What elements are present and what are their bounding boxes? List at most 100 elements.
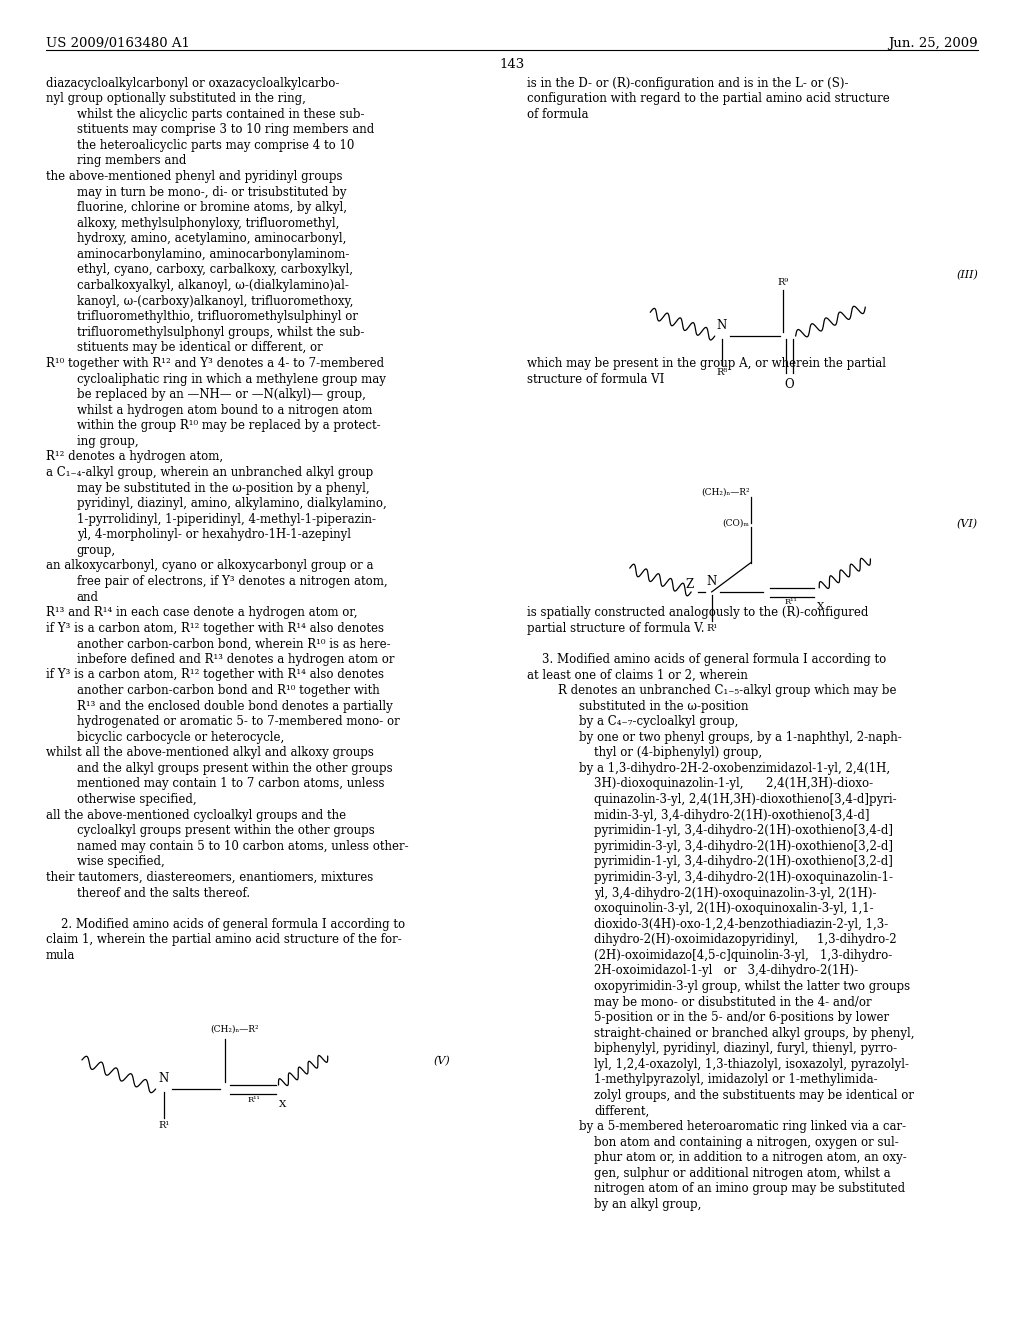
Text: may in turn be mono-, di- or trisubstituted by: may in turn be mono-, di- or trisubstitu… — [77, 186, 346, 198]
Text: thereof and the salts thereof.: thereof and the salts thereof. — [77, 887, 250, 899]
Text: dihydro-2(H)-oxoimidazopyridinyl,     1,3-dihydro-2: dihydro-2(H)-oxoimidazopyridinyl, 1,3-di… — [594, 933, 897, 946]
Text: by a C₄₋₇-cycloalkyl group,: by a C₄₋₇-cycloalkyl group, — [579, 715, 738, 729]
Text: bon atom and containing a nitrogen, oxygen or sul-: bon atom and containing a nitrogen, oxyg… — [594, 1135, 899, 1148]
Text: carbalkoxyalkyl, alkanoyl, ω-(dialkylamino)al-: carbalkoxyalkyl, alkanoyl, ω-(dialkylami… — [77, 279, 349, 292]
Text: an alkoxycarbonyl, cyano or alkoxycarbonyl group or a: an alkoxycarbonyl, cyano or alkoxycarbon… — [46, 560, 374, 573]
Text: partial structure of formula V.: partial structure of formula V. — [527, 622, 705, 635]
Text: R¹³ and the enclosed double bond denotes a partially: R¹³ and the enclosed double bond denotes… — [77, 700, 392, 713]
Text: 1-methylpyrazolyl, imidazolyl or 1-methylimida-: 1-methylpyrazolyl, imidazolyl or 1-methy… — [594, 1073, 878, 1086]
Text: R¹: R¹ — [159, 1121, 169, 1130]
Text: which may be present in the group A, or wherein the partial: which may be present in the group A, or … — [527, 356, 887, 370]
Text: hydroxy, amino, acetylamino, aminocarbonyl,: hydroxy, amino, acetylamino, aminocarbon… — [77, 232, 346, 246]
Text: trifluoromethylthio, trifluoromethylsulphinyl or: trifluoromethylthio, trifluoromethylsulp… — [77, 310, 357, 323]
Text: R¹¹: R¹¹ — [248, 1096, 260, 1104]
Text: (CO)ₘ: (CO)ₘ — [722, 519, 749, 527]
Text: 3H)-dioxoquinazolin-1-yl,      2,4(1H,3H)-dioxo-: 3H)-dioxoquinazolin-1-yl, 2,4(1H,3H)-dio… — [594, 777, 873, 791]
Text: trifluoromethylsulphonyl groups, whilst the sub-: trifluoromethylsulphonyl groups, whilst … — [77, 326, 365, 339]
Text: configuration with regard to the partial amino acid structure: configuration with regard to the partial… — [527, 92, 890, 106]
Text: within the group R¹⁰ may be replaced by a protect-: within the group R¹⁰ may be replaced by … — [77, 420, 381, 432]
Text: may be substituted in the ω-position by a phenyl,: may be substituted in the ω-position by … — [77, 482, 370, 495]
Text: bicyclic carbocycle or heterocycle,: bicyclic carbocycle or heterocycle, — [77, 731, 284, 743]
Text: substituted in the ω-position: substituted in the ω-position — [579, 700, 749, 713]
Text: wise specified,: wise specified, — [77, 855, 165, 869]
Text: their tautomers, diastereomers, enantiomers, mixtures: their tautomers, diastereomers, enantiom… — [46, 871, 374, 884]
Text: pyrimidin-3-yl, 3,4-dihydro-2(1H)-oxoquinazolin-1-: pyrimidin-3-yl, 3,4-dihydro-2(1H)-oxoqui… — [594, 871, 893, 884]
Text: 143: 143 — [500, 58, 524, 71]
Text: oxopyrimidin-3-yl group, whilst the latter two groups: oxopyrimidin-3-yl group, whilst the latt… — [594, 979, 910, 993]
Text: cycloalkyl groups present within the other groups: cycloalkyl groups present within the oth… — [77, 824, 375, 837]
Text: whilst a hydrogen atom bound to a nitrogen atom: whilst a hydrogen atom bound to a nitrog… — [77, 404, 372, 417]
Text: straight-chained or branched alkyl groups, by phenyl,: straight-chained or branched alkyl group… — [594, 1027, 914, 1040]
Text: diazacycloalkylcarbonyl or oxazacycloalkylcarbo-: diazacycloalkylcarbonyl or oxazacycloalk… — [46, 77, 339, 90]
Text: R⁹: R⁹ — [778, 279, 788, 288]
Text: the heteroalicyclic parts may comprise 4 to 10: the heteroalicyclic parts may comprise 4… — [77, 139, 354, 152]
Text: stituents may be identical or different, or: stituents may be identical or different,… — [77, 342, 323, 354]
Text: oxoquinolin-3-yl, 2(1H)-oxoquinoxalin-3-yl, 1,1-: oxoquinolin-3-yl, 2(1H)-oxoquinoxalin-3-… — [594, 902, 873, 915]
Text: ing group,: ing group, — [77, 434, 138, 447]
Text: mula: mula — [46, 949, 76, 962]
Text: (III): (III) — [956, 271, 978, 280]
Text: and the alkyl groups present within the other groups: and the alkyl groups present within the … — [77, 762, 392, 775]
Text: aminocarbonylamino, aminocarbonylaminom-: aminocarbonylamino, aminocarbonylaminom- — [77, 248, 349, 261]
Text: alkoxy, methylsulphonyloxy, trifluoromethyl,: alkoxy, methylsulphonyloxy, trifluoromet… — [77, 216, 339, 230]
Text: mentioned may contain 1 to 7 carbon atoms, unless: mentioned may contain 1 to 7 carbon atom… — [77, 777, 384, 791]
Text: quinazolin-3-yl, 2,4(1H,3H)-dioxothieno[3,4-d]pyri-: quinazolin-3-yl, 2,4(1H,3H)-dioxothieno[… — [594, 793, 897, 807]
Text: if Y³ is a carbon atom, R¹² together with R¹⁴ also denotes: if Y³ is a carbon atom, R¹² together wit… — [46, 622, 384, 635]
Text: named may contain 5 to 10 carbon atoms, unless other-: named may contain 5 to 10 carbon atoms, … — [77, 840, 409, 853]
Text: Z: Z — [685, 578, 693, 590]
Text: and: and — [77, 590, 98, 603]
Text: fluorine, chlorine or bromine atoms, by alkyl,: fluorine, chlorine or bromine atoms, by … — [77, 201, 347, 214]
Text: 2. Modified amino acids of general formula I according to: 2. Modified amino acids of general formu… — [46, 917, 406, 931]
Text: Jun. 25, 2009: Jun. 25, 2009 — [888, 37, 978, 50]
Text: lyl, 1,2,4-oxazolyl, 1,3-thiazolyl, isoxazolyl, pyrazolyl-: lyl, 1,2,4-oxazolyl, 1,3-thiazolyl, isox… — [594, 1057, 909, 1071]
Text: nyl group optionally substituted in the ring,: nyl group optionally substituted in the … — [46, 92, 306, 106]
Text: gen, sulphur or additional nitrogen atom, whilst a: gen, sulphur or additional nitrogen atom… — [594, 1167, 891, 1180]
Text: by one or two phenyl groups, by a 1-naphthyl, 2-naph-: by one or two phenyl groups, by a 1-naph… — [579, 731, 901, 743]
Text: inbefore defined and R¹³ denotes a hydrogen atom or: inbefore defined and R¹³ denotes a hydro… — [77, 653, 394, 665]
Text: 2H-oxoimidazol-1-yl   or   3,4-dihydro-2(1H)-: 2H-oxoimidazol-1-yl or 3,4-dihydro-2(1H)… — [594, 965, 858, 977]
Text: yl, 4-morpholinyl- or hexahydro-1H-1-azepinyl: yl, 4-morpholinyl- or hexahydro-1H-1-aze… — [77, 528, 351, 541]
Text: pyrimidin-3-yl, 3,4-dihydro-2(1H)-oxothieno[3,2-d]: pyrimidin-3-yl, 3,4-dihydro-2(1H)-oxothi… — [594, 840, 893, 853]
Text: biphenylyl, pyridinyl, diazinyl, furyl, thienyl, pyrro-: biphenylyl, pyridinyl, diazinyl, furyl, … — [594, 1043, 897, 1055]
Text: otherwise specified,: otherwise specified, — [77, 793, 197, 807]
Text: claim 1, wherein the partial amino acid structure of the for-: claim 1, wherein the partial amino acid … — [46, 933, 401, 946]
Text: at least one of claims 1 or 2, wherein: at least one of claims 1 or 2, wherein — [527, 668, 749, 681]
Text: pyrimidin-1-yl, 3,4-dihydro-2(1H)-oxothieno[3,4-d]: pyrimidin-1-yl, 3,4-dihydro-2(1H)-oxothi… — [594, 824, 893, 837]
Text: N: N — [159, 1072, 169, 1085]
Text: R denotes an unbranched C₁₋₅-alkyl group which may be: R denotes an unbranched C₁₋₅-alkyl group… — [558, 684, 897, 697]
Text: dioxido-3(4H)-oxo-1,2,4-benzothiadiazin-2-yl, 1,3-: dioxido-3(4H)-oxo-1,2,4-benzothiadiazin-… — [594, 917, 888, 931]
Text: whilst the alicyclic parts contained in these sub-: whilst the alicyclic parts contained in … — [77, 108, 365, 120]
Text: by a 1,3-dihydro-2H-2-oxobenzimidazol-1-yl, 2,4(1H,: by a 1,3-dihydro-2H-2-oxobenzimidazol-1-… — [579, 762, 890, 775]
Text: 1-pyrrolidinyl, 1-piperidinyl, 4-methyl-1-piperazin-: 1-pyrrolidinyl, 1-piperidinyl, 4-methyl-… — [77, 512, 376, 525]
Text: 3. Modified amino acids of general formula I according to: 3. Modified amino acids of general formu… — [527, 653, 887, 665]
Text: another carbon-carbon bond and R¹⁰ together with: another carbon-carbon bond and R¹⁰ toget… — [77, 684, 380, 697]
Text: (V): (V) — [434, 1056, 451, 1067]
Text: is spatially constructed analogously to the (R)-configured: is spatially constructed analogously to … — [527, 606, 868, 619]
Text: ring members and: ring members and — [77, 154, 186, 168]
Text: O: O — [784, 379, 795, 391]
Text: zolyl groups, and the substituents may be identical or: zolyl groups, and the substituents may b… — [594, 1089, 914, 1102]
Text: N: N — [717, 319, 727, 333]
Text: the above-mentioned phenyl and pyridinyl groups: the above-mentioned phenyl and pyridinyl… — [46, 170, 343, 183]
Text: by a 5-membered heteroaromatic ring linked via a car-: by a 5-membered heteroaromatic ring link… — [579, 1121, 905, 1133]
Text: kanoyl, ω-(carboxy)alkanoyl, trifluoromethoxy,: kanoyl, ω-(carboxy)alkanoyl, trifluorome… — [77, 294, 353, 308]
Text: free pair of electrons, if Y³ denotes a nitrogen atom,: free pair of electrons, if Y³ denotes a … — [77, 576, 387, 587]
Text: US 2009/0163480 A1: US 2009/0163480 A1 — [46, 37, 190, 50]
Text: R¹⁰ together with R¹² and Y³ denotes a 4- to 7-membered: R¹⁰ together with R¹² and Y³ denotes a 4… — [46, 356, 384, 370]
Text: yl, 3,4-dihydro-2(1H)-oxoquinazolin-3-yl, 2(1H)-: yl, 3,4-dihydro-2(1H)-oxoquinazolin-3-yl… — [594, 887, 877, 899]
Text: (CH₂)ₙ—R²: (CH₂)ₙ—R² — [210, 1024, 258, 1034]
Text: R⁸: R⁸ — [717, 368, 727, 376]
Text: whilst all the above-mentioned alkyl and alkoxy groups: whilst all the above-mentioned alkyl and… — [46, 746, 374, 759]
Text: R¹¹: R¹¹ — [784, 598, 797, 606]
Text: R¹: R¹ — [707, 623, 717, 632]
Text: stituents may comprise 3 to 10 ring members and: stituents may comprise 3 to 10 ring memb… — [77, 123, 374, 136]
Text: different,: different, — [594, 1105, 649, 1118]
Text: midin-3-yl, 3,4-dihydro-2(1H)-oxothieno[3,4-d]: midin-3-yl, 3,4-dihydro-2(1H)-oxothieno[… — [594, 809, 869, 821]
Text: hydrogenated or aromatic 5- to 7-membered mono- or: hydrogenated or aromatic 5- to 7-membere… — [77, 715, 399, 729]
Text: pyridinyl, diazinyl, amino, alkylamino, dialkylamino,: pyridinyl, diazinyl, amino, alkylamino, … — [77, 498, 386, 510]
Text: cycloaliphatic ring in which a methylene group may: cycloaliphatic ring in which a methylene… — [77, 372, 386, 385]
Text: is in the D- or (R)-configuration and is in the L- or (S)-: is in the D- or (R)-configuration and is… — [527, 77, 849, 90]
Text: R¹² denotes a hydrogen atom,: R¹² denotes a hydrogen atom, — [46, 450, 223, 463]
Text: another carbon-carbon bond, wherein R¹⁰ is as here-: another carbon-carbon bond, wherein R¹⁰ … — [77, 638, 390, 651]
Text: a C₁₋₄-alkyl group, wherein an unbranched alkyl group: a C₁₋₄-alkyl group, wherein an unbranche… — [46, 466, 374, 479]
